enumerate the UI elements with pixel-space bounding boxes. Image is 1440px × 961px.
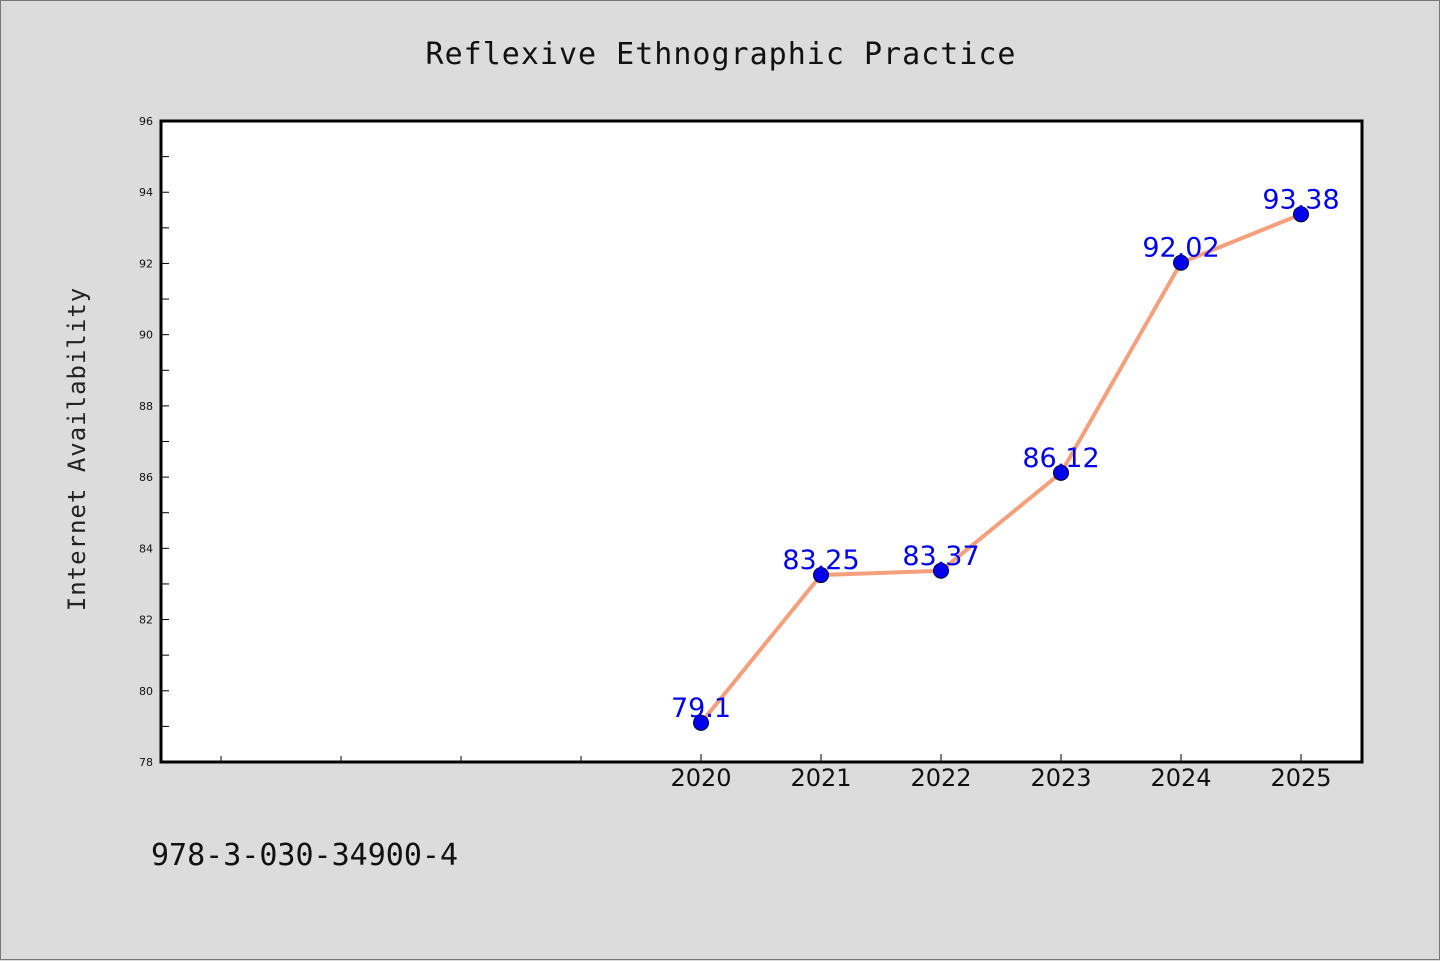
data-point <box>1293 206 1309 223</box>
x-tick-label: 2025 <box>1270 764 1331 792</box>
data-point <box>813 567 829 584</box>
y-tick-label: 94 <box>139 186 153 199</box>
y-tick-label: 80 <box>139 685 153 698</box>
isbn-footer: 978-3-030-34900-4 <box>151 838 458 873</box>
x-tick-label: 2024 <box>1150 764 1211 792</box>
chart-title: Reflexive Ethnographic Practice <box>426 37 1017 72</box>
x-tick-label: 2020 <box>670 764 731 792</box>
y-tick-label: 90 <box>139 329 153 342</box>
x-tick-label: 2023 <box>1030 764 1091 792</box>
data-point <box>1173 254 1189 271</box>
plot-area <box>159 119 1364 764</box>
data-label: 83.37 <box>902 541 979 572</box>
data-label: 92.02 <box>1142 233 1219 264</box>
x-tick-label: 2021 <box>790 764 851 792</box>
y-tick-label: 92 <box>139 257 153 270</box>
data-labels: 79.1 83.25 83.37 86.12 92.02 93.38 <box>671 184 1340 724</box>
data-point <box>693 714 709 731</box>
data-label: 83.25 <box>782 545 859 576</box>
y-tick-label: 82 <box>139 614 153 627</box>
series-layer <box>693 206 1309 731</box>
series-line <box>699 212 1303 725</box>
data-label: 93.38 <box>1262 184 1339 215</box>
y-tick-label: 78 <box>139 756 153 769</box>
y-tick-label: 84 <box>139 542 153 555</box>
data-label: 79.1 <box>671 693 731 724</box>
y-tick-label: 96 <box>139 115 153 128</box>
y-tick-label: 88 <box>139 400 153 413</box>
y-axis: 78 80 82 84 86 88 90 92 94 96 <box>139 115 169 769</box>
data-point <box>933 562 949 579</box>
y-axis-label: Internet Availability <box>63 287 91 611</box>
x-tick-label: 2022 <box>910 764 971 792</box>
y-tick-label: 86 <box>139 471 153 484</box>
data-point <box>1053 464 1069 481</box>
data-label: 86.12 <box>1022 443 1099 474</box>
x-axis: 2020 2021 2022 2023 2024 2025 <box>220 754 1332 792</box>
